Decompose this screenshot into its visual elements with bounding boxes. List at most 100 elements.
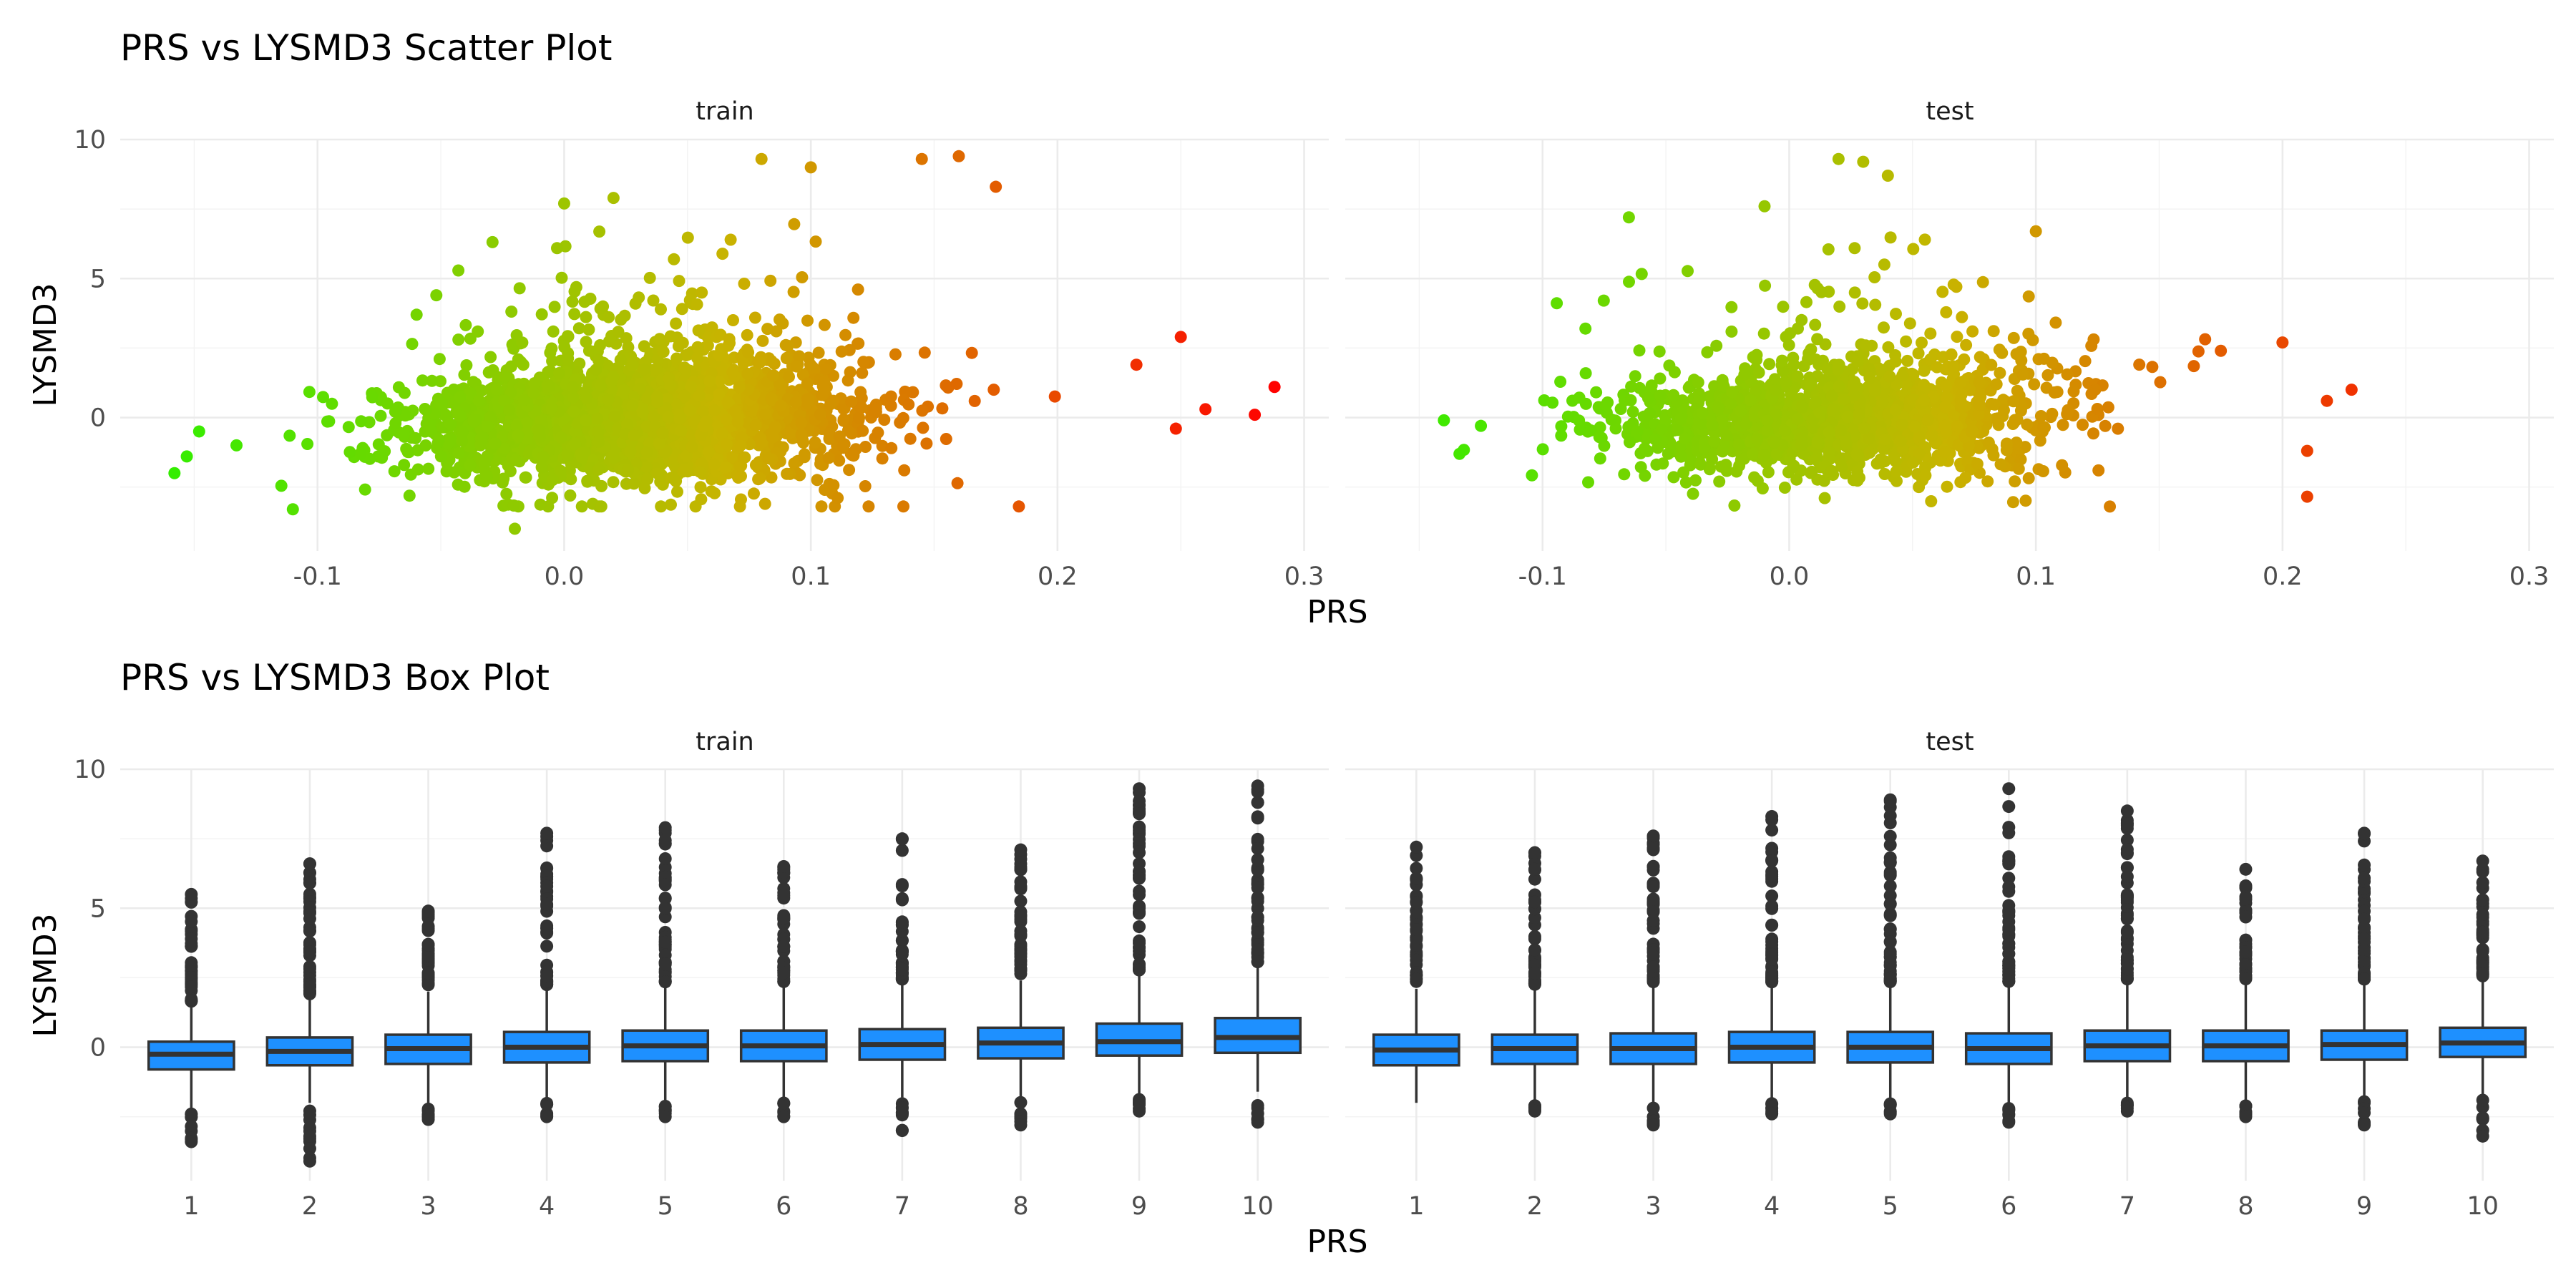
- scatter-point: [650, 363, 663, 376]
- scatter-point: [641, 391, 654, 404]
- scatter-point: [721, 438, 733, 450]
- scatter-point: [575, 447, 587, 459]
- scatter-point: [416, 374, 429, 387]
- scatter-point: [478, 457, 491, 470]
- scatter-point: [741, 368, 754, 380]
- scatter-point: [1851, 465, 1864, 478]
- scatter-point: [1453, 447, 1466, 460]
- scatter-point: [545, 401, 558, 414]
- scatter-point: [675, 424, 688, 437]
- scatter-point: [1624, 436, 1636, 449]
- scatter-point: [1682, 265, 1694, 278]
- scatter-point: [628, 477, 640, 490]
- scatter-point: [578, 296, 591, 308]
- scatter-point: [1654, 372, 1667, 385]
- box-outlier: [777, 911, 791, 924]
- scatter-point: [458, 369, 471, 381]
- scatter-point: [1822, 243, 1835, 255]
- box-outlier: [658, 957, 672, 971]
- scatter-point: [2022, 472, 2035, 484]
- scatter-point: [1719, 429, 1732, 441]
- scatter-point: [1840, 437, 1853, 450]
- scatter-point: [853, 411, 866, 424]
- scatter-point: [452, 478, 464, 491]
- scatter-x-tick-label: 0.2: [2263, 562, 2303, 591]
- scatter-point: [1590, 386, 1603, 399]
- scatter-point: [2199, 333, 2212, 346]
- scatter-point: [419, 439, 432, 452]
- scatter-strip-test: test: [1926, 97, 1974, 126]
- scatter-point: [430, 289, 443, 302]
- box-outlier: [1251, 810, 1264, 824]
- scatter-point: [1199, 403, 1212, 416]
- scatter-point: [721, 414, 733, 426]
- scatter-point: [2102, 401, 2114, 414]
- scatter-point: [1863, 432, 1875, 445]
- scatter-point: [192, 425, 205, 438]
- box-outlier: [1251, 902, 1264, 915]
- scatter-point: [708, 458, 721, 471]
- box-outlier: [1765, 868, 1779, 882]
- scatter-point: [1998, 404, 2010, 416]
- scatter-point: [859, 441, 872, 453]
- scatter-point: [856, 366, 869, 379]
- scatter-point: [780, 352, 793, 365]
- scatter-point: [802, 393, 815, 406]
- scatter-point: [1851, 474, 1864, 487]
- box-outlier: [1765, 1097, 1779, 1111]
- scatter-point: [1882, 341, 1895, 353]
- box-outlier: [1528, 977, 1541, 990]
- box-outlier: [1251, 943, 1264, 956]
- scatter-point: [656, 426, 669, 439]
- scatter-point: [1551, 297, 1563, 310]
- scatter-point: [1939, 401, 1952, 414]
- scatter-point: [641, 473, 654, 485]
- scatter-point: [713, 349, 726, 361]
- scatter-point: [2000, 439, 2013, 452]
- box-outlier: [540, 879, 554, 893]
- scatter-point: [1936, 286, 1949, 298]
- scatter-point: [505, 306, 518, 318]
- scatter-point: [607, 192, 620, 205]
- scatter-point: [1626, 406, 1639, 419]
- scatter-point: [748, 311, 761, 324]
- scatter-point: [2112, 422, 2124, 435]
- scatter-point: [788, 218, 801, 230]
- scatter-y-tick-label: 5: [90, 265, 106, 293]
- scatter-point: [781, 339, 794, 352]
- box-outlier: [1765, 1107, 1779, 1121]
- box-outlier: [1251, 841, 1264, 855]
- scatter-point: [804, 358, 816, 371]
- scatter-point: [1708, 435, 1721, 448]
- scatter-point: [590, 364, 602, 376]
- scatter-point: [855, 401, 868, 414]
- scatter-point: [841, 424, 854, 437]
- scatter-point: [753, 356, 766, 369]
- scatter-point: [1976, 275, 1989, 288]
- scatter-point: [2104, 500, 2117, 513]
- box-outlier: [540, 897, 554, 911]
- scatter-point: [686, 429, 698, 441]
- scatter-point: [1818, 492, 1831, 504]
- box-outlier: [303, 857, 316, 871]
- scatter-point: [2007, 395, 2020, 408]
- box-outlier: [540, 940, 554, 953]
- scatter-point: [1890, 465, 1903, 478]
- scatter-point: [489, 437, 502, 450]
- scatter-point: [843, 464, 856, 477]
- scatter-point: [1810, 453, 1822, 466]
- box-outlier: [185, 1135, 198, 1148]
- scatter-point: [1268, 381, 1281, 394]
- scatter-point: [551, 242, 563, 255]
- box-outlier: [895, 893, 909, 907]
- box-outlier: [1410, 932, 1423, 945]
- box-outlier: [1883, 935, 1897, 949]
- scatter-point: [793, 350, 806, 363]
- scatter-point: [2321, 394, 2333, 407]
- scatter-point: [481, 469, 493, 482]
- scatter-point: [624, 445, 637, 458]
- scatter-point: [1657, 457, 1669, 470]
- scatter-point: [557, 197, 570, 210]
- box-outlier: [1765, 948, 1779, 962]
- scatter-point: [1996, 346, 2009, 359]
